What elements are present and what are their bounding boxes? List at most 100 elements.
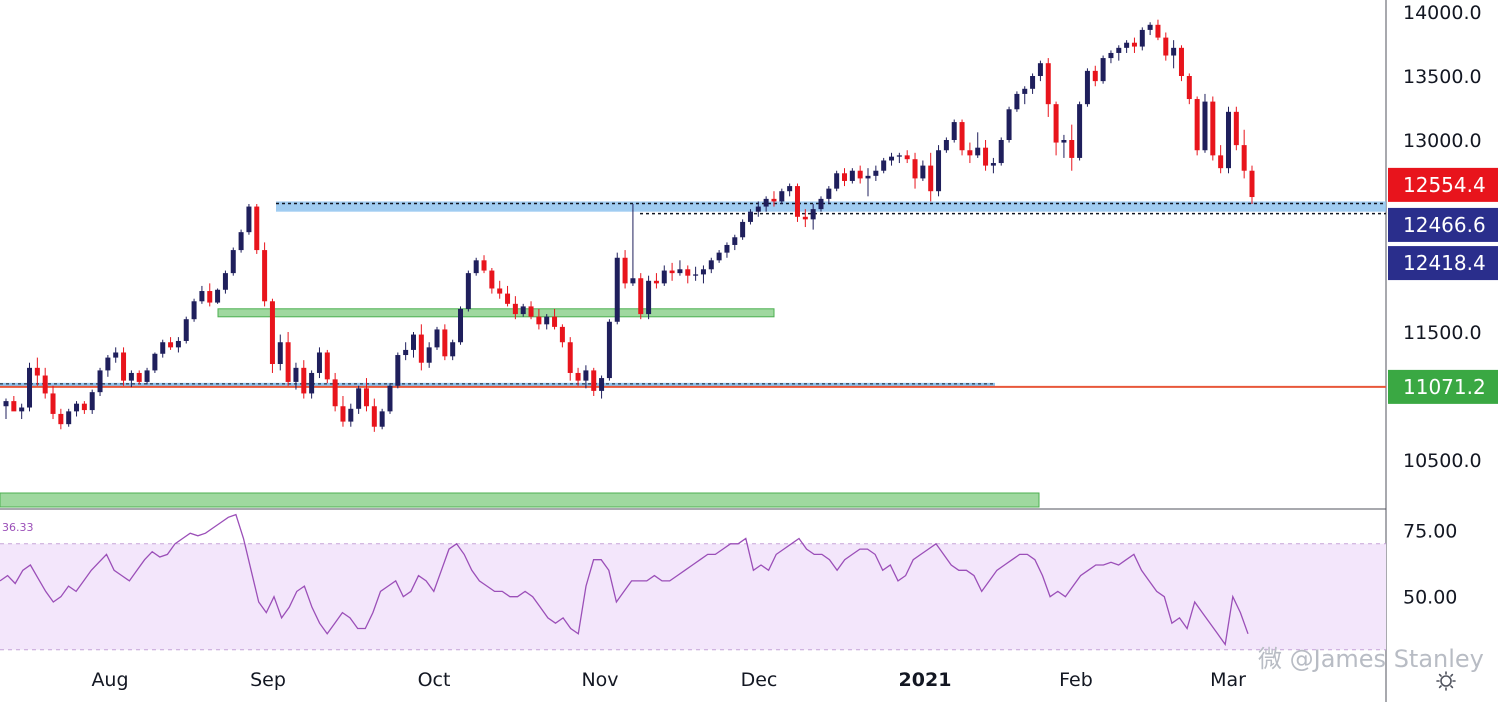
candle bbox=[842, 168, 848, 187]
candle-body bbox=[371, 406, 377, 427]
candle bbox=[536, 308, 542, 330]
candle bbox=[1108, 50, 1114, 64]
candle bbox=[1139, 27, 1145, 51]
candle bbox=[473, 257, 479, 276]
support-zone-blue bbox=[0, 382, 995, 387]
candle bbox=[34, 357, 40, 386]
candle bbox=[1037, 60, 1043, 82]
candle-body bbox=[1249, 170, 1255, 198]
candle-body bbox=[1100, 58, 1106, 82]
candle-body bbox=[1131, 42, 1137, 47]
candle bbox=[520, 303, 526, 317]
candle bbox=[1092, 65, 1098, 87]
candle-body bbox=[1053, 104, 1059, 143]
candle bbox=[779, 188, 785, 204]
price-tick-label: 10500.0 bbox=[1403, 450, 1482, 472]
candle bbox=[105, 355, 111, 377]
candle-body bbox=[1116, 47, 1122, 53]
candle-body bbox=[450, 342, 456, 357]
candle-body bbox=[160, 342, 166, 354]
candle-body bbox=[465, 273, 471, 309]
candle-body bbox=[34, 367, 40, 376]
candle-body bbox=[168, 342, 174, 348]
candle-body bbox=[857, 170, 863, 179]
candle-body bbox=[677, 269, 683, 274]
candle bbox=[591, 367, 597, 396]
candle-body bbox=[74, 403, 80, 412]
candle bbox=[1186, 73, 1192, 105]
candle bbox=[646, 275, 652, 320]
price-axis[interactable]: 14000.0 13500.0 13000.0 11500.0 10500.0 12554… bbox=[1388, 2, 1498, 609]
candle-body bbox=[1178, 47, 1184, 76]
time-axis[interactable]: Aug Sep Oct Nov Dec 2021 Feb Mar bbox=[91, 669, 1246, 691]
candle-body bbox=[152, 353, 158, 371]
candle bbox=[27, 362, 33, 412]
rsi-tick-label: 50.00 bbox=[1403, 587, 1457, 609]
candle-body bbox=[544, 316, 550, 325]
candle-body bbox=[58, 413, 64, 425]
rsi-value-label: 36.33 bbox=[2, 521, 34, 534]
candle bbox=[747, 209, 753, 225]
watermark: 微 @James Stanley bbox=[1258, 645, 1484, 673]
candle-body bbox=[1155, 24, 1161, 38]
candle bbox=[1022, 86, 1028, 105]
candle bbox=[716, 250, 722, 263]
resistance-zone-upper-badge bbox=[1388, 207, 1498, 242]
candle bbox=[990, 157, 996, 174]
candle bbox=[881, 157, 887, 174]
candle bbox=[442, 324, 448, 361]
candle bbox=[262, 242, 268, 307]
candle bbox=[653, 273, 659, 289]
candle-body bbox=[873, 170, 879, 176]
candle bbox=[254, 204, 260, 254]
candle bbox=[967, 142, 973, 164]
candle-body bbox=[1045, 63, 1051, 105]
candle-body bbox=[740, 221, 746, 238]
candle bbox=[724, 242, 730, 258]
candle-body bbox=[1147, 24, 1153, 30]
candle bbox=[410, 332, 416, 358]
candle-body bbox=[89, 392, 95, 411]
candle bbox=[928, 152, 934, 202]
candle bbox=[661, 265, 667, 286]
candle bbox=[512, 296, 518, 320]
candle-body bbox=[896, 155, 902, 157]
candle bbox=[1084, 68, 1090, 107]
month-label: Mar bbox=[1210, 669, 1246, 691]
candle bbox=[857, 165, 863, 184]
candle bbox=[975, 132, 981, 158]
rsi-tick-label: 75.00 bbox=[1403, 521, 1457, 543]
candle bbox=[340, 396, 346, 427]
candle-body bbox=[787, 186, 793, 192]
month-label: Aug bbox=[91, 669, 128, 691]
candle-body bbox=[1218, 155, 1224, 169]
candle bbox=[356, 385, 362, 414]
candle bbox=[1006, 106, 1012, 143]
candle-body bbox=[3, 401, 9, 407]
candle bbox=[1061, 134, 1067, 158]
current-price-badge bbox=[1388, 167, 1498, 202]
candle bbox=[1030, 73, 1036, 94]
candle-body bbox=[316, 352, 322, 373]
candle bbox=[567, 337, 573, 381]
candle bbox=[583, 365, 589, 389]
month-label: Oct bbox=[418, 669, 451, 691]
candle-body bbox=[1030, 76, 1036, 89]
candle-body bbox=[622, 257, 628, 284]
resistance-zone-lower-badge bbox=[1388, 246, 1498, 281]
candle-body bbox=[473, 260, 479, 274]
candle-body bbox=[113, 352, 119, 358]
candle bbox=[1241, 129, 1247, 179]
candle-body bbox=[128, 372, 134, 381]
candle-body bbox=[136, 372, 142, 382]
candle bbox=[896, 152, 902, 164]
candle-body bbox=[1124, 42, 1130, 48]
candle bbox=[175, 337, 181, 353]
candle bbox=[1218, 145, 1224, 174]
candle bbox=[426, 342, 432, 368]
candle-body bbox=[810, 209, 816, 220]
candle bbox=[58, 408, 64, 430]
candle bbox=[826, 186, 832, 204]
gear-icon[interactable] bbox=[1436, 671, 1456, 691]
